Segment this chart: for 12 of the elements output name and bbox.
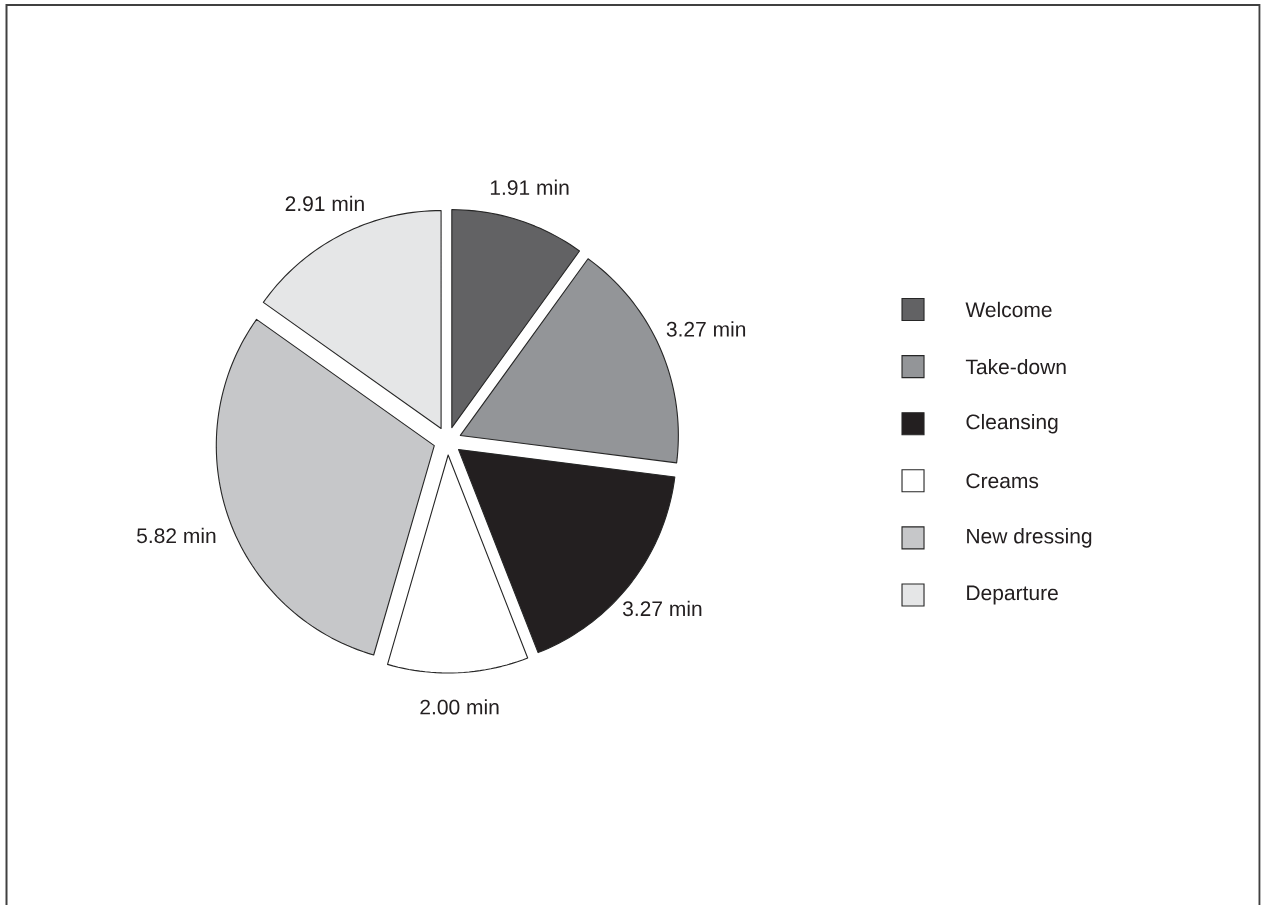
data-label: 2.91 min (285, 195, 364, 212)
legend-label: Take-down (965, 358, 1066, 375)
legend-label: Cleansing (966, 413, 1058, 434)
data-label: 1.91 min (490, 179, 569, 196)
data-label: 3.27 min (666, 321, 746, 337)
data-label: 2.00 min (420, 699, 499, 715)
legend-label: Departure (967, 585, 1058, 605)
legend-label: Welcome (965, 301, 1052, 318)
data-label: 5.82 min (137, 527, 216, 544)
data-label: 3.27 min (622, 600, 702, 617)
legend-label: New dressing (967, 528, 1092, 548)
legend-label: Creams (966, 473, 1039, 489)
